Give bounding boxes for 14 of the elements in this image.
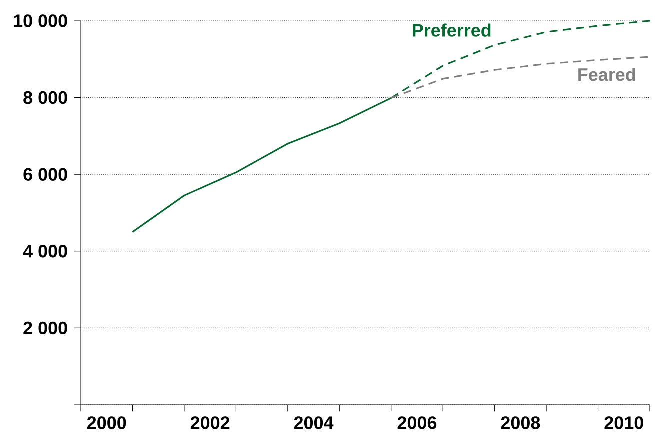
x-tick-label: 2004 (294, 416, 334, 430)
x-tick-label: 2010 (604, 416, 644, 430)
x-tick-label: 2006 (398, 416, 437, 430)
y-tick-label: 8 000 (24, 91, 68, 104)
y-tick-label: 4 000 (23, 245, 68, 258)
line-series (390, 56, 651, 99)
y-tick-label: 10 000 (14, 14, 68, 28)
x-tick-label: 2008 (501, 416, 540, 430)
series-label: Preferred (413, 24, 491, 37)
y-tick-label: 2 000 (24, 322, 68, 335)
y-tick-label: 6 000 (24, 168, 68, 181)
x-tick-label: 2002 (190, 416, 230, 430)
x-tick-label: 2000 (87, 416, 126, 430)
series-label: Feared (578, 68, 636, 82)
